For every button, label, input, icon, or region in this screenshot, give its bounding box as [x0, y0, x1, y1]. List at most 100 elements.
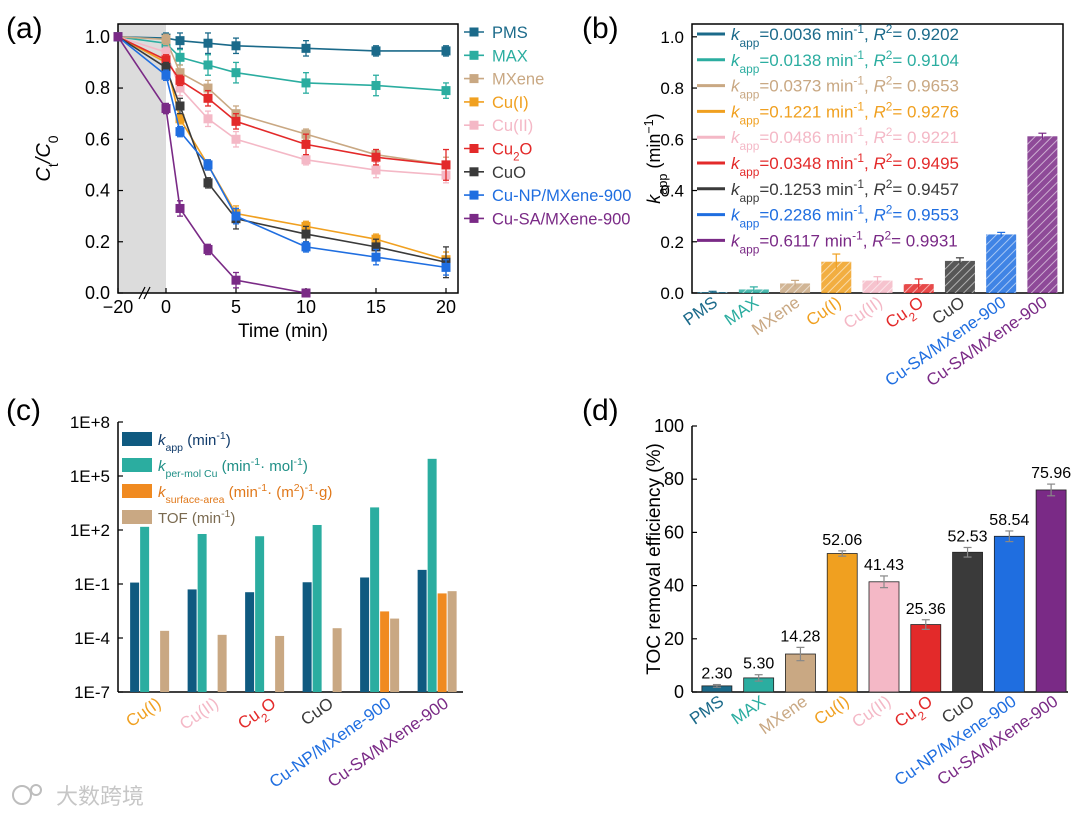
bar-tof-CuII: [217, 634, 227, 692]
y-tick-label: 0.0: [85, 283, 110, 303]
legend-comma: ,: [864, 77, 873, 96]
legend-k: k: [731, 102, 741, 121]
legend-comma: ,: [864, 128, 873, 147]
legend-sup: -1: [853, 203, 864, 217]
legend-eq: =: [759, 77, 769, 96]
series-line-CuNP: [117, 36, 447, 269]
series-line-CuSA: [117, 36, 307, 294]
legend-entry-PMS: PMS: [492, 24, 528, 42]
legend-r-sup: 2: [886, 99, 893, 113]
legend-entry-PMS: kapp=0.0036 min-1, R2= 0.9202: [731, 22, 959, 50]
legend-marker-MAX: [469, 50, 479, 60]
legend-sup: -1: [853, 48, 864, 62]
category-label-MXene: MXene: [756, 692, 811, 738]
y-tick-label: 20: [664, 629, 684, 649]
category-label-PMS: PMS: [680, 293, 721, 330]
data-point-CuO: [203, 178, 213, 188]
bar-kapp-CuO: [302, 582, 312, 692]
data-point-CuNP: [161, 70, 171, 80]
legend-entry-CuSA: kapp=0.6117 min-1, R2= 0.9931: [731, 228, 958, 256]
legend-entry-suffix: O: [520, 141, 533, 159]
category-label-text: Cu: [891, 703, 920, 731]
y-axis-label-sub: t: [45, 163, 61, 167]
data-label-CuO: 52.53: [948, 528, 988, 545]
legend-sup: -1: [221, 508, 230, 520]
legend-entry-text: Cu: [492, 141, 513, 159]
legend-entry-text: MXene: [492, 71, 544, 89]
data-point-CuSA: [231, 275, 241, 285]
bar-hatch-CuNP: [986, 234, 1017, 293]
legend-entry-CuI: kapp=0.1221 min-1, R2= 0.9276: [731, 99, 959, 127]
data-point-Cu2O: [231, 116, 241, 126]
legend-entry-tof: TOF (min-1): [158, 508, 235, 527]
bar-hatch-CuO: [944, 260, 975, 293]
data-point-Cu2O: [301, 139, 311, 149]
legend-r: R: [873, 77, 885, 96]
data-point-CuI: [175, 114, 185, 124]
legend-marker-CuI: [469, 97, 479, 107]
data-point-PMS: [371, 46, 381, 56]
legend-marker-CuSA: [469, 213, 479, 223]
legend-app: app: [740, 62, 760, 76]
legend-r-sup: 2: [886, 177, 893, 191]
y-tick-label: 1.0: [660, 28, 684, 47]
legend-r2-value: 0.9495: [907, 154, 959, 173]
y-axis-label-sub: app: [656, 174, 670, 195]
legend-swatch-tof: [122, 510, 152, 524]
legend-unit: min: [821, 154, 853, 173]
data-point-MXene: [175, 68, 185, 78]
data-point-CuNP: [441, 262, 451, 272]
legend-comma: ,: [864, 206, 873, 225]
legend-entry-MAX: MAX: [492, 47, 528, 65]
legend-k: k: [731, 77, 741, 96]
legend-unit: min: [821, 180, 853, 199]
bar-hatch-CuSA: [1027, 136, 1058, 293]
data-point-CuNP: [175, 127, 185, 137]
legend-sup: -1: [853, 177, 864, 191]
data-point-MAX: [203, 60, 213, 70]
data-point-PMS: [231, 41, 241, 51]
legend-entry-MXene: kapp=0.0373 min-1, R2= 0.9653: [731, 74, 959, 102]
data-point-CuSA: [203, 244, 213, 254]
category-label-CuII: Cu(II): [840, 293, 886, 333]
y-tick-label: 1.0: [85, 27, 110, 47]
data-label-CuNP: 58.54: [989, 512, 1029, 529]
bar-kapp-CuSA: [417, 569, 427, 692]
x-tick-label: 15: [366, 297, 386, 317]
legend-r: R: [873, 180, 885, 199]
category-label-text: Cu(II): [849, 692, 895, 732]
legend-close3: ·g): [314, 484, 332, 501]
data-point-MAX: [371, 80, 381, 90]
category-label-text: Cu(I): [811, 692, 853, 729]
panel-label-a: (a): [6, 12, 43, 45]
bar-kapp-CuNP: [360, 577, 370, 692]
category-label-text: Cu(I): [123, 694, 165, 731]
axis-break-mark: [143, 286, 151, 300]
y-axis-label-unit: (min: [644, 134, 664, 174]
legend-entry-ksurf: ksurface-area (min-1· (m2)-1·g): [158, 482, 332, 506]
axis-break-mark: [138, 286, 146, 300]
legend-unit: min: [821, 25, 853, 44]
panel-label-c: (c): [6, 394, 41, 427]
legend-entry-CuO: kapp=0.1253 min-1, R2= 0.9457: [731, 177, 959, 205]
y-tick-label: 1E-7: [74, 683, 110, 702]
legend-eq: =: [759, 51, 769, 70]
data-point-CuSA: [301, 288, 311, 298]
legend-unit: min: [821, 102, 853, 121]
bar-CuI: [826, 553, 858, 693]
legend-k-value: 0.1253: [769, 180, 821, 199]
legend-marker-CuO: [469, 167, 479, 177]
legend-entry-text: Cu(I): [492, 94, 529, 112]
legend-close: · mol: [260, 458, 293, 475]
legend-k-value: 0.2286: [769, 206, 821, 225]
x-tick-label: 20: [436, 297, 456, 317]
y-tick-label: 0: [674, 682, 684, 702]
legend-r-sup: 2: [884, 228, 891, 242]
legend-unit: min: [820, 231, 852, 250]
data-point-PMS: [203, 38, 213, 48]
legend-eq: =: [892, 102, 907, 121]
legend-k: k: [731, 231, 741, 250]
bar-Cu2O: [910, 624, 942, 693]
legend-sub: surface-area: [166, 494, 225, 506]
legend-eq: =: [892, 180, 907, 199]
